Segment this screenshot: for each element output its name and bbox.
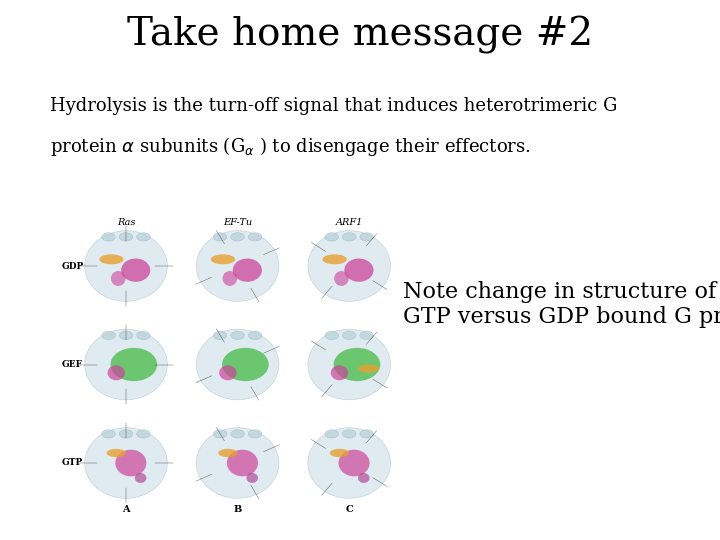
Ellipse shape — [102, 233, 115, 241]
Ellipse shape — [85, 329, 167, 400]
Ellipse shape — [330, 449, 349, 457]
Ellipse shape — [308, 231, 390, 301]
Ellipse shape — [233, 259, 262, 282]
Ellipse shape — [213, 233, 227, 241]
Text: A: A — [122, 505, 130, 514]
Ellipse shape — [137, 430, 150, 438]
Ellipse shape — [343, 233, 356, 241]
Text: Ras: Ras — [117, 218, 135, 227]
Ellipse shape — [360, 233, 374, 241]
Ellipse shape — [231, 331, 244, 340]
Ellipse shape — [360, 331, 374, 340]
Ellipse shape — [343, 331, 356, 340]
Ellipse shape — [211, 254, 235, 265]
Ellipse shape — [344, 259, 374, 282]
Text: protein $\alpha$ subunits (G$_{\alpha}$ ) to disengage their effectors.: protein $\alpha$ subunits (G$_{\alpha}$ … — [50, 135, 531, 158]
Ellipse shape — [120, 233, 132, 241]
Ellipse shape — [85, 231, 167, 301]
Ellipse shape — [120, 430, 132, 438]
Ellipse shape — [246, 473, 258, 483]
Ellipse shape — [99, 254, 124, 265]
Text: GEF: GEF — [61, 360, 82, 369]
Ellipse shape — [222, 271, 237, 286]
Ellipse shape — [120, 331, 132, 340]
Ellipse shape — [219, 366, 237, 380]
Text: ARF1: ARF1 — [336, 218, 363, 227]
Ellipse shape — [102, 331, 115, 340]
Ellipse shape — [135, 473, 146, 483]
Ellipse shape — [213, 430, 227, 438]
Ellipse shape — [248, 331, 262, 340]
Ellipse shape — [248, 233, 262, 241]
Ellipse shape — [248, 430, 262, 438]
Ellipse shape — [358, 473, 369, 483]
Ellipse shape — [102, 430, 115, 438]
Ellipse shape — [107, 449, 126, 457]
Text: EF-Tu: EF-Tu — [223, 218, 252, 227]
Ellipse shape — [197, 329, 279, 400]
Ellipse shape — [231, 233, 244, 241]
Ellipse shape — [343, 430, 356, 438]
Ellipse shape — [323, 254, 347, 265]
Text: Note change in structure of
GTP versus GDP bound G protein: Note change in structure of GTP versus G… — [403, 281, 720, 328]
Ellipse shape — [85, 428, 167, 498]
Ellipse shape — [115, 450, 146, 476]
Ellipse shape — [137, 331, 150, 340]
Ellipse shape — [325, 430, 338, 438]
Ellipse shape — [334, 271, 348, 286]
Ellipse shape — [107, 366, 125, 380]
Ellipse shape — [218, 449, 238, 457]
Ellipse shape — [137, 233, 150, 241]
Ellipse shape — [231, 430, 244, 438]
Ellipse shape — [227, 450, 258, 476]
Text: B: B — [233, 505, 242, 514]
Ellipse shape — [308, 329, 390, 400]
Ellipse shape — [338, 450, 369, 476]
Text: C: C — [346, 505, 353, 514]
Ellipse shape — [111, 271, 125, 286]
Ellipse shape — [222, 348, 269, 381]
Ellipse shape — [197, 428, 279, 498]
Text: Take home message #2: Take home message #2 — [127, 16, 593, 54]
Ellipse shape — [325, 233, 338, 241]
Text: GTP: GTP — [61, 458, 83, 468]
Ellipse shape — [333, 348, 380, 381]
Text: GDP: GDP — [61, 261, 84, 271]
Ellipse shape — [197, 231, 279, 301]
Ellipse shape — [358, 364, 379, 373]
Ellipse shape — [308, 428, 390, 498]
Ellipse shape — [330, 366, 348, 380]
Ellipse shape — [110, 348, 157, 381]
Ellipse shape — [325, 331, 338, 340]
Ellipse shape — [121, 259, 150, 282]
Ellipse shape — [360, 430, 374, 438]
Text: Hydrolysis is the turn-off signal that induces heterotrimeric G: Hydrolysis is the turn-off signal that i… — [50, 97, 618, 115]
Ellipse shape — [213, 331, 227, 340]
